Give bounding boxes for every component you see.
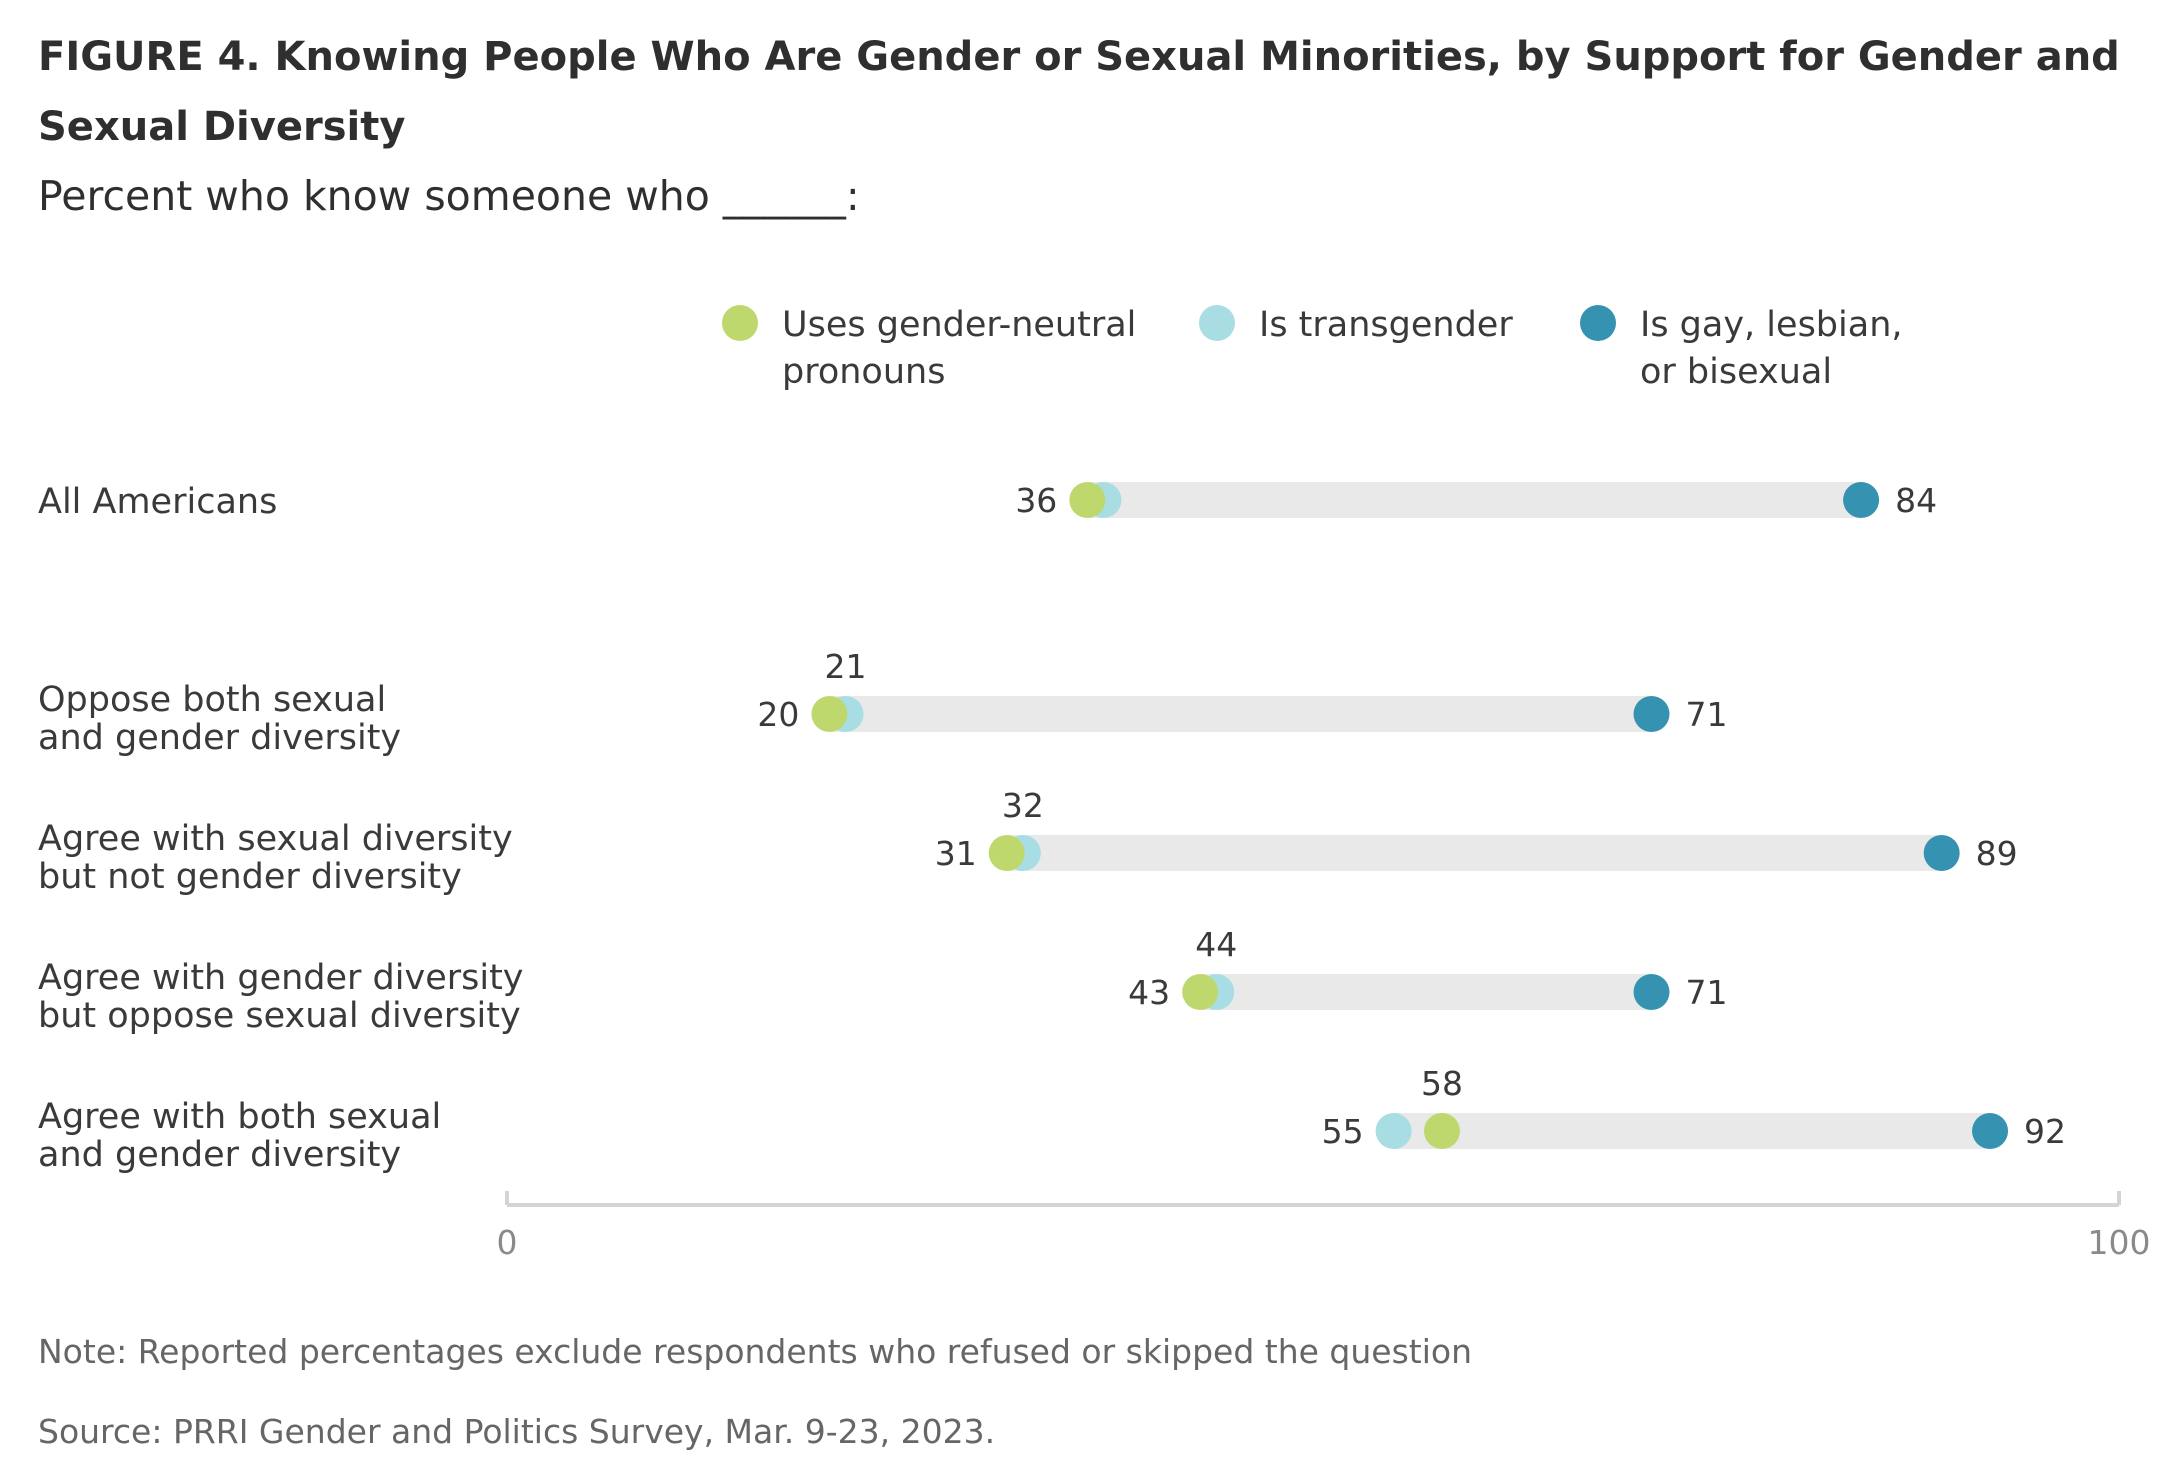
chart-subtitle: Percent who know someone who ______: <box>38 172 860 220</box>
x-axis: 0 100 <box>497 1191 2151 1262</box>
category-label: Agree with sexual diversity <box>38 819 513 859</box>
legend-label-neutral: pronouns <box>782 352 945 392</box>
data-label-high: 89 <box>1976 834 2018 873</box>
range-bar <box>1087 482 1862 518</box>
category-label: but oppose sexual diversity <box>38 996 521 1036</box>
category-label: Agree with gender diversity <box>38 958 524 998</box>
legend-label-neutral: Uses gender-neutral <box>782 305 1136 345</box>
dot-lgb <box>1972 1113 2009 1149</box>
dot-lgb <box>1633 974 1670 1010</box>
range-bar <box>829 696 1652 732</box>
data-label-low: 55 <box>1322 1112 1364 1151</box>
range-bar <box>1006 835 1942 871</box>
x-tick-label: 0 <box>497 1223 518 1262</box>
legend-swatch-trans <box>1199 305 1235 341</box>
legend-swatch-neutral <box>722 305 758 341</box>
data-label-low: 31 <box>935 834 977 873</box>
dot-trans <box>1375 1113 1412 1149</box>
data-label-low: 20 <box>757 695 799 734</box>
data-label-above: 58 <box>1421 1064 1463 1103</box>
category-label: and gender diversity <box>38 718 401 758</box>
category-label: and gender diversity <box>38 1135 401 1175</box>
data-label-above: 32 <box>1002 786 1044 825</box>
category-label: but not gender diversity <box>38 857 462 897</box>
data-label-high: 84 <box>1895 481 1937 520</box>
dot-neutral <box>1069 482 1106 518</box>
legend-label-lgb: Is gay, lesbian, <box>1640 305 1903 345</box>
legend-swatch-lgb <box>1580 305 1616 341</box>
range-bar <box>1200 974 1652 1010</box>
dot-neutral <box>1423 1113 1460 1149</box>
legend-label-lgb: or bisexual <box>1640 352 1832 392</box>
data-label-high: 71 <box>1686 695 1728 734</box>
dot-neutral <box>1182 974 1219 1010</box>
data-label-low: 43 <box>1128 973 1170 1012</box>
category-label: Oppose both sexual <box>38 680 386 720</box>
data-label-high: 92 <box>2024 1112 2066 1151</box>
chart-note: Note: Reported percentages exclude respo… <box>38 1332 1472 1371</box>
category-label: Agree with both sexual <box>38 1097 441 1137</box>
data-label-low: 36 <box>1015 481 1057 520</box>
x-tick-label: 100 <box>2088 1223 2151 1262</box>
chart-title: FIGURE 4. Knowing People Who Are Gender … <box>38 34 2120 150</box>
dot-neutral <box>988 835 1025 871</box>
dot-lgb <box>1843 482 1880 518</box>
dot-lgb <box>1633 696 1670 732</box>
legend-label-trans: Is transgender <box>1259 305 1513 345</box>
plot-area: 36 84 20 71 21 31 89 32 43 71 44 55 92 58 <box>757 481 2066 1151</box>
category-label: All Americans <box>38 482 277 522</box>
dot-neutral <box>811 696 848 732</box>
data-label-high: 71 <box>1686 973 1728 1012</box>
dot-lgb <box>1923 835 1960 871</box>
range-bar <box>1393 1113 1991 1149</box>
data-label-above: 21 <box>825 647 867 686</box>
chart-legend: Uses gender-neutral pronouns Is transgende… <box>722 305 1903 392</box>
data-label-above: 44 <box>1195 925 1237 964</box>
chart-source: Source: PRRI Gender and Politics Survey,… <box>38 1412 996 1451</box>
